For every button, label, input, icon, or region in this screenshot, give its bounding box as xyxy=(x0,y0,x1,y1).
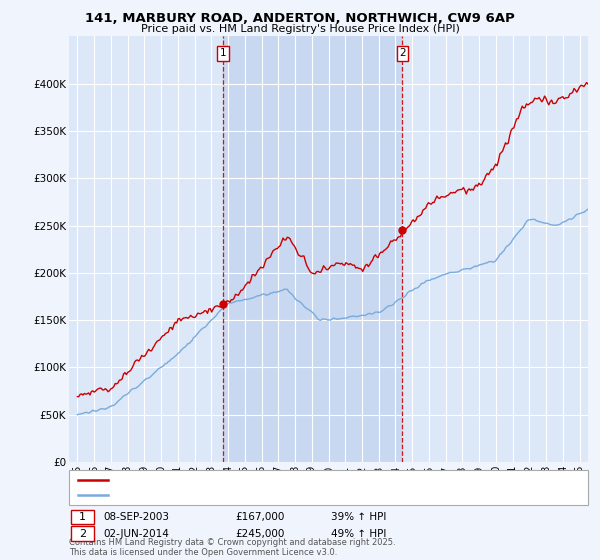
Text: 39% ↑ HPI: 39% ↑ HPI xyxy=(331,512,386,522)
Text: 02-JUN-2014: 02-JUN-2014 xyxy=(103,529,169,539)
Text: HPI: Average price, semi-detached house, Cheshire West and Chester: HPI: Average price, semi-detached house,… xyxy=(114,491,454,501)
Text: 2: 2 xyxy=(399,48,406,58)
Text: 08-SEP-2003: 08-SEP-2003 xyxy=(103,512,169,522)
Text: 1: 1 xyxy=(79,512,86,522)
Text: £245,000: £245,000 xyxy=(235,529,284,539)
Text: Price paid vs. HM Land Registry's House Price Index (HPI): Price paid vs. HM Land Registry's House … xyxy=(140,24,460,34)
Text: 141, MARBURY ROAD, ANDERTON, NORTHWICH, CW9 6AP (semi-detached house): 141, MARBURY ROAD, ANDERTON, NORTHWICH, … xyxy=(114,475,513,485)
Text: 141, MARBURY ROAD, ANDERTON, NORTHWICH, CW9 6AP: 141, MARBURY ROAD, ANDERTON, NORTHWICH, … xyxy=(85,12,515,25)
Bar xyxy=(223,36,403,462)
Text: £167,000: £167,000 xyxy=(235,512,284,522)
Text: Contains HM Land Registry data © Crown copyright and database right 2025.
This d: Contains HM Land Registry data © Crown c… xyxy=(69,538,395,557)
Text: 2: 2 xyxy=(79,529,86,539)
Text: 49% ↑ HPI: 49% ↑ HPI xyxy=(331,529,386,539)
Text: 1: 1 xyxy=(220,48,226,58)
